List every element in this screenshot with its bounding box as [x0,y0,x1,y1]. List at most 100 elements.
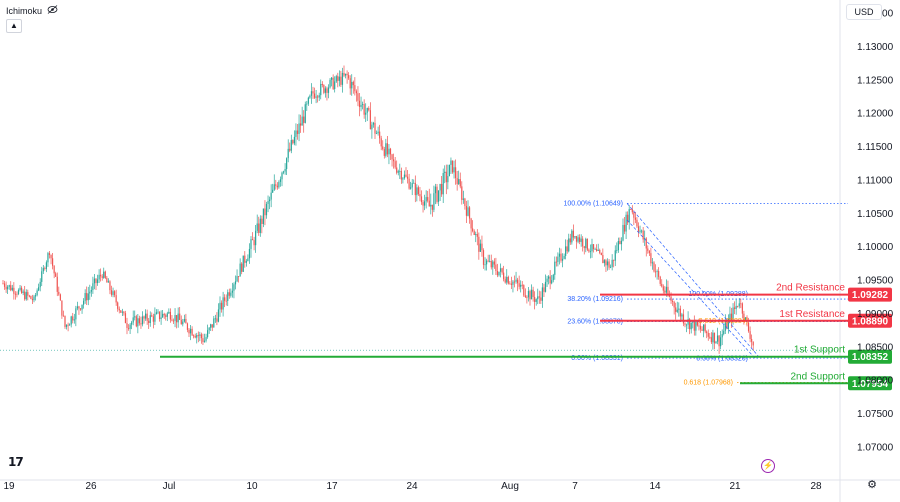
candle-body [707,333,709,337]
candle-body [571,230,573,243]
candle-body [22,291,24,293]
candle-body [551,280,553,284]
candle-body [484,264,486,266]
candle-body [227,292,229,301]
candle-body [636,219,638,227]
candle-body [605,260,607,266]
candle-body [177,313,179,323]
candle-body [634,217,636,220]
candle-body [275,184,277,186]
candle-body [608,261,610,268]
candle-body [416,187,418,196]
candle-body [143,316,145,319]
candle-body [83,300,85,305]
candle-body [318,95,320,98]
candle-body [684,323,686,325]
candle-body [718,335,720,347]
candle-body [234,281,237,285]
lightning-icon[interactable]: ⚡ [761,459,775,473]
candle-body [538,296,540,298]
candle-body [557,256,559,262]
candle-body [744,317,747,320]
candle-body [169,311,171,320]
candle-body [546,278,548,282]
candle-body [239,263,241,277]
candle-body [231,290,233,293]
candle-body [180,319,182,325]
candle-body [250,239,252,249]
candle-body [134,316,136,318]
candle-body [433,193,435,210]
candle-body [580,238,582,242]
candle-body [211,324,213,328]
candle-body [219,302,221,310]
time-axis[interactable]: 19 26 Jul 10 17 24 Aug 7 14 21 28 [3,481,822,492]
candle-body [251,239,254,241]
candle-body [281,172,283,180]
candle-body [614,250,616,261]
candle-body [332,77,334,90]
candle-body [555,261,557,263]
candle-body [365,112,367,115]
candle-body [470,218,472,229]
candle-body [298,123,300,134]
candle-body [214,318,216,320]
candle-body [441,184,443,195]
candle-body [3,283,6,287]
candle-body [639,230,641,232]
collapse-legend-button[interactable]: ▲ [6,19,22,33]
candle-body [137,318,139,327]
candle-body [267,201,269,204]
candle-body [679,308,681,317]
candle-body [321,83,323,86]
candle-body [453,167,455,173]
candle-body [721,334,723,338]
candle-body [540,297,542,301]
currency-selector[interactable]: USD [846,4,882,20]
candle-body [96,279,99,284]
candle-body [735,305,737,309]
candle-body [630,209,632,210]
candle-body [397,171,399,173]
candle-body [38,287,40,291]
candle-body [135,316,137,327]
candle-body [458,179,460,185]
candle-body [388,148,390,155]
candle-body [244,255,246,263]
candle-body [132,317,134,323]
candle-body [534,296,536,302]
candle-body [154,313,156,322]
candle-body [386,143,388,155]
candle-body [225,300,227,302]
candle-body [713,332,716,344]
candle-body [520,284,522,287]
candle-body [377,131,379,134]
candle-body [176,315,178,323]
candle-body [406,176,409,179]
candle-body [44,268,46,269]
candle-body [131,322,133,325]
tradingview-logo[interactable]: 17 [8,455,24,469]
candle-body [253,240,255,246]
candle-body [39,281,41,288]
eye-off-icon[interactable] [47,5,58,16]
candle-body [568,238,570,252]
candle-body [450,160,452,165]
candle-body [594,249,596,250]
candle-body [417,187,419,195]
candle-body [148,320,150,323]
candle-body [340,76,342,85]
candle-body [89,291,91,294]
candle-body [327,87,330,93]
candle-body [13,287,15,294]
gear-icon[interactable]: ⚙ [867,479,877,491]
candle-body [375,133,378,135]
candle-body [543,287,545,292]
candle-body [682,314,685,324]
candle-body [197,335,199,336]
candle-body [213,318,215,328]
indicator-legend[interactable]: Ichimoku [6,5,58,16]
candle-body [331,77,333,80]
candle-body [434,186,437,194]
